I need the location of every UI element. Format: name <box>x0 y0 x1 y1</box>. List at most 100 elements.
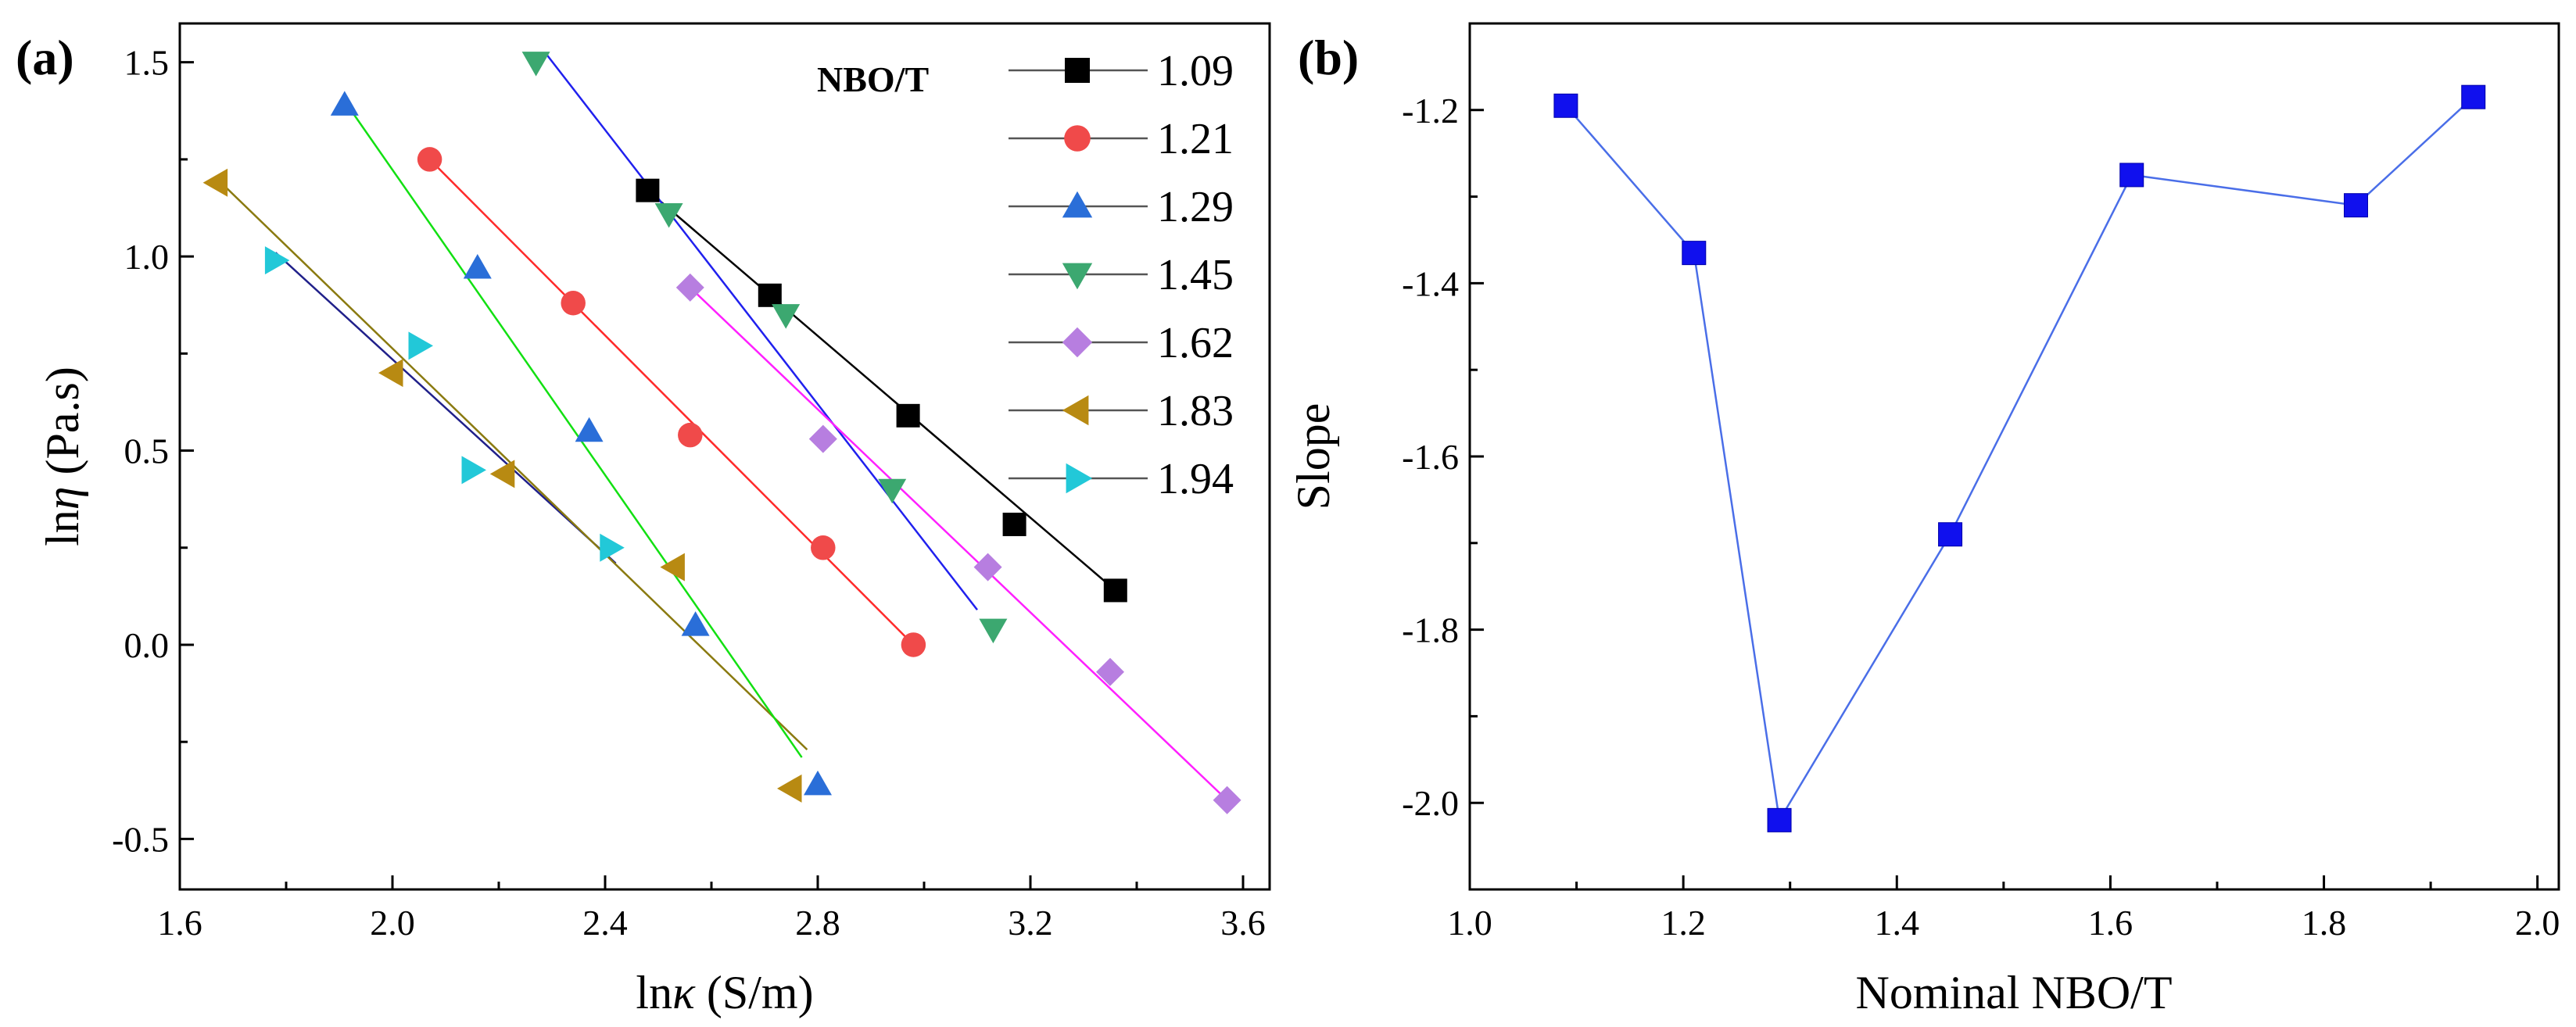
legend-label: 1.94 <box>1157 455 1234 503</box>
legend-marker <box>1062 395 1089 426</box>
data-point-nbo-1.45 <box>654 202 683 228</box>
slope-data-point <box>2344 193 2369 218</box>
panel-b-series-line <box>1564 96 2474 823</box>
legend-entry-nbo-1.09: 1.09 <box>1009 47 1234 95</box>
data-point-nbo-1.29 <box>330 91 359 116</box>
data-point-nbo-1.94 <box>408 331 433 360</box>
data-point-nbo-1.21 <box>561 290 586 316</box>
fit-line-nbo-1.62 <box>689 286 1228 801</box>
data-point-nbo-1.45 <box>772 304 801 329</box>
panel-a-plot-frame <box>178 22 1271 891</box>
panel-a-x-tick-label: 3.6 <box>1220 903 1266 943</box>
panel-a-label: (a) <box>16 30 74 85</box>
legend-label: 1.83 <box>1157 387 1234 435</box>
panel-b-ticks: 1.0 1.2 1.4 1.6 1.8 2.0 -2.0 -1.8 -1.6 -1.4 -1.2 <box>1402 91 2560 943</box>
legend-label: 1.21 <box>1157 115 1234 163</box>
fit-line-nbo-1.21 <box>428 159 915 646</box>
panel-a-x-tick-label: 2.0 <box>370 903 415 943</box>
panel-b-y-tick-label: -2.0 <box>1402 783 1459 823</box>
panel-a-y-tick-label: 1.5 <box>124 43 170 83</box>
legend-marker <box>1062 327 1093 358</box>
data-point-nbo-1.09 <box>758 283 782 307</box>
panel-a-y-axis-label: lnη (Pa.s) <box>37 367 88 546</box>
data-point-nbo-1.83 <box>378 359 403 388</box>
legend-marker <box>1062 191 1093 218</box>
data-point-nbo-1.09 <box>896 403 920 428</box>
data-point-nbo-1.21 <box>811 535 836 560</box>
legend-marker <box>1062 263 1093 290</box>
legend-entry-nbo-1.62: 1.62 <box>1009 319 1234 367</box>
fit-line-nbo-1.09 <box>647 189 1116 592</box>
panel-b-x-tick-label: 1.6 <box>2088 903 2134 943</box>
data-point-nbo-1.83 <box>202 168 228 197</box>
legend-entry-nbo-1.29: 1.29 <box>1009 183 1234 231</box>
data-point-nbo-1.62 <box>808 424 837 453</box>
panel-a-legend: NBO/T 1.09 1.21 1.29 1.45 1.62 1.83 1.94 <box>817 47 1234 503</box>
panel-a-data-points <box>202 52 1241 814</box>
panel-a-x-tick-label: 3.2 <box>1008 903 1053 943</box>
panel-b-y-axis-label: Slope <box>1288 403 1339 510</box>
data-point-nbo-1.83 <box>777 774 802 803</box>
panel-a-x-tick-label: 2.8 <box>795 903 840 943</box>
slope-data-point <box>1682 241 1707 266</box>
legend-label: 1.45 <box>1157 251 1234 299</box>
legend-marker <box>1065 58 1090 83</box>
panel-b-label: (b) <box>1298 30 1359 85</box>
panel-b-plot-frame <box>1468 22 2560 891</box>
fit-line-nbo-1.45 <box>546 53 978 611</box>
panel-b-x-tick-label: 1.8 <box>2302 903 2347 943</box>
panel-a-ticks: 1.6 2.0 2.4 2.8 3.2 3.6 -0.5 0.0 0.5 1.0 1.5 <box>112 43 1266 943</box>
legend-marker <box>1064 125 1091 152</box>
data-point-nbo-1.29 <box>681 611 710 636</box>
panel-b-y-tick-label: -1.6 <box>1402 437 1459 477</box>
data-point-nbo-1.45 <box>979 618 1008 644</box>
data-point-nbo-1.21 <box>678 422 703 448</box>
data-point-nbo-1.29 <box>804 770 832 796</box>
data-point-nbo-1.62 <box>1096 657 1124 686</box>
panel-a-y-tick-label: 0.5 <box>124 431 170 471</box>
fit-line-nbo-1.29 <box>274 252 617 564</box>
legend-label: 1.62 <box>1157 319 1234 367</box>
panel-a-x-tick-label: 1.6 <box>157 903 202 943</box>
panel-b-x-tick-label: 1.0 <box>1447 903 1492 943</box>
slope-data-point <box>2461 84 2486 109</box>
legend-entry-nbo-1.21: 1.21 <box>1009 115 1234 163</box>
data-point-nbo-1.83 <box>489 460 515 488</box>
data-point-nbo-1.09 <box>1103 578 1127 603</box>
data-point-nbo-1.09 <box>636 178 660 202</box>
panel-b-data-points <box>1553 84 2486 832</box>
panel-b-y-tick-label: -1.4 <box>1402 263 1459 303</box>
data-point-nbo-1.29 <box>463 254 492 279</box>
panel-b-chart: 1.0 1.2 1.4 1.6 1.8 2.0 -2.0 -1.8 -1.6 -1.4 -1.2 (… <box>1288 22 2560 1018</box>
fit-line-nbo-1.94 <box>343 100 803 758</box>
panel-a-y-tick-label: 0.0 <box>124 625 170 665</box>
data-point-nbo-1.94 <box>264 246 290 275</box>
panel-a-chart: 1.6 2.0 2.4 2.8 3.2 3.6 -0.5 0.0 0.5 1.0 1.5 NBO/T… <box>16 22 1271 1018</box>
legend-entry-nbo-1.94: 1.94 <box>1009 455 1234 503</box>
legend-entry-nbo-1.83: 1.83 <box>1009 387 1234 435</box>
data-point-nbo-1.94 <box>461 456 486 485</box>
data-point-nbo-1.21 <box>417 147 442 172</box>
data-point-nbo-1.09 <box>1002 512 1026 536</box>
slope-data-point <box>2119 163 2144 188</box>
panel-a-x-tick-label: 2.4 <box>582 903 628 943</box>
panel-b-x-tick-label: 2.0 <box>2515 903 2560 943</box>
data-point-nbo-1.62 <box>973 553 1002 581</box>
slope-series-line <box>1564 96 2474 823</box>
legend-title: NBO/T <box>817 59 929 99</box>
legend-label: 1.09 <box>1157 47 1234 95</box>
data-point-nbo-1.94 <box>600 533 625 562</box>
panel-a-y-tick-label: 1.0 <box>124 237 170 277</box>
slope-data-point <box>1767 807 1792 832</box>
panel-b-y-tick-label: -1.8 <box>1402 610 1459 650</box>
data-point-nbo-1.21 <box>901 632 926 657</box>
panel-b-y-tick-label: -1.2 <box>1402 91 1459 131</box>
legend-entry-nbo-1.45: 1.45 <box>1009 251 1234 299</box>
panel-b-x-axis-label: Nominal NBO/T <box>1856 967 2173 1018</box>
data-point-nbo-1.62 <box>675 273 704 302</box>
panel-b-x-tick-label: 1.2 <box>1661 903 1706 943</box>
panel-a-fit-lines <box>216 53 1228 801</box>
slope-data-point <box>1553 93 1578 118</box>
slope-data-point <box>1938 522 1963 547</box>
